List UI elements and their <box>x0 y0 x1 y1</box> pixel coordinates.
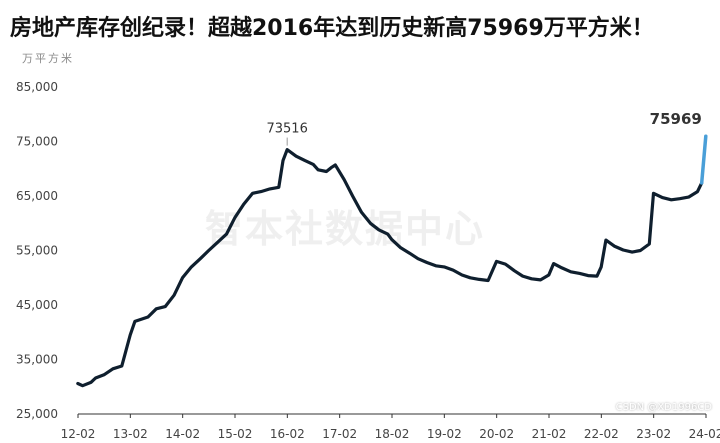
y-axis-unit-label: 万平方米 <box>22 52 74 65</box>
x-tick-label: 18-02 <box>375 427 410 441</box>
annotation-peak-value: 73516 <box>266 122 307 137</box>
x-tick-label: 20-02 <box>479 427 514 441</box>
x-tick-label: 22-02 <box>584 427 619 441</box>
x-tick-label: 24-02 <box>689 427 720 441</box>
x-tick-label: 17-02 <box>322 427 357 441</box>
y-tick-label: 75,000 <box>16 135 58 149</box>
y-tick-label: 45,000 <box>16 298 58 312</box>
y-tick-label: 65,000 <box>16 189 58 203</box>
annotation-latest-value: 75969 <box>650 110 702 128</box>
x-tick-label: 14-02 <box>165 427 200 441</box>
y-tick-label: 25,000 <box>16 407 58 421</box>
x-tick-label: 16-02 <box>270 427 305 441</box>
page-title: 房地产库存创纪录！超越2016年达到历史新高75969万平方米！ <box>10 16 654 41</box>
y-tick-label: 85,000 <box>16 80 58 94</box>
x-tick-label: 12-02 <box>61 427 96 441</box>
watermark: 智本社数据中心 <box>205 207 486 251</box>
y-tick-label: 55,000 <box>16 244 58 258</box>
series-line-inventory <box>76 148 704 388</box>
x-tick-label: 19-02 <box>427 427 462 441</box>
x-tick-label: 13-02 <box>113 427 148 441</box>
x-tick-label: 23-02 <box>636 427 671 441</box>
x-tick-label: 15-02 <box>218 427 253 441</box>
y-tick-label: 35,000 <box>16 353 58 367</box>
series-line-latest <box>699 134 708 185</box>
source-credit: CSDN @XD1996CD <box>615 402 712 413</box>
x-tick-label: 21-02 <box>532 427 567 441</box>
